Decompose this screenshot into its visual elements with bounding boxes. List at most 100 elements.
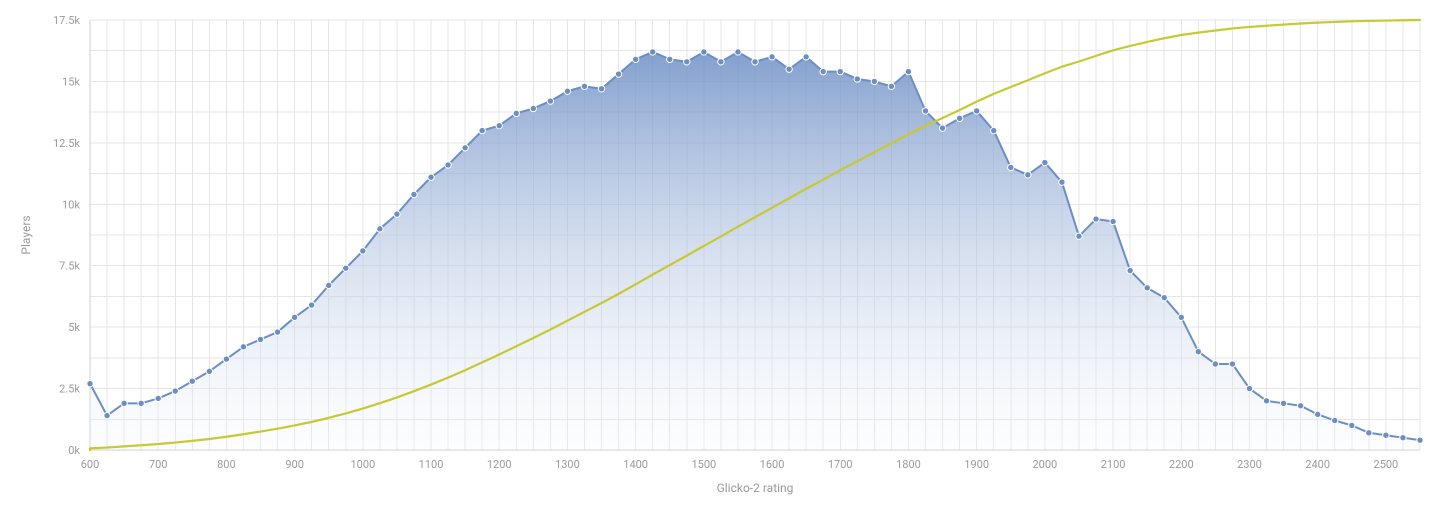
distribution-marker: [564, 88, 570, 94]
distribution-marker: [138, 400, 144, 406]
x-tick-label: 2300: [1237, 458, 1262, 471]
distribution-marker: [1349, 422, 1355, 428]
distribution-marker: [701, 49, 707, 55]
distribution-marker: [888, 83, 894, 89]
y-tick-label: 17.5k: [53, 14, 80, 27]
distribution-marker: [1025, 172, 1031, 178]
distribution-marker: [1246, 385, 1252, 391]
x-tick-label: 900: [285, 458, 304, 471]
distribution-marker: [172, 388, 178, 394]
distribution-marker: [257, 336, 263, 342]
distribution-marker: [240, 344, 246, 350]
x-tick-label: 1400: [623, 458, 648, 471]
distribution-marker: [1076, 233, 1082, 239]
distribution-marker: [649, 49, 655, 55]
distribution-marker: [1161, 294, 1167, 300]
distribution-marker: [479, 127, 485, 133]
distribution-marker: [1110, 218, 1116, 224]
distribution-marker: [462, 145, 468, 151]
distribution-marker: [871, 78, 877, 84]
x-tick-label: 2400: [1305, 458, 1330, 471]
x-axis-title: Glicko-2 rating: [717, 481, 794, 495]
distribution-marker: [905, 68, 911, 74]
rating-distribution-chart: 0k 2.5k 5k 7.5k 10k 12.5k 15k 17.5k 600 700 800 900…: [0, 0, 1429, 514]
distribution-marker: [684, 59, 690, 65]
distribution-marker: [581, 83, 587, 89]
distribution-marker: [206, 368, 212, 374]
y-tick-label: 5k: [68, 321, 80, 334]
distribution-marker: [598, 86, 604, 92]
distribution-marker: [1297, 403, 1303, 409]
y-axis-title: Players: [19, 215, 33, 254]
distribution-marker: [718, 59, 724, 65]
distribution-marker: [820, 68, 826, 74]
distribution-marker: [308, 302, 314, 308]
distribution-marker: [1417, 437, 1423, 443]
y-tick-label: 7.5k: [59, 260, 80, 273]
x-tick-label: 2200: [1169, 458, 1194, 471]
distribution-marker: [189, 378, 195, 384]
distribution-marker: [1042, 159, 1048, 165]
distribution-marker: [377, 226, 383, 232]
distribution-marker: [343, 265, 349, 271]
distribution-marker: [786, 66, 792, 72]
x-tick-label: 2100: [1101, 458, 1126, 471]
distribution-marker: [667, 56, 673, 62]
x-tick-label: 700: [149, 458, 168, 471]
distribution-marker: [530, 105, 536, 111]
distribution-marker: [632, 56, 638, 62]
distribution-marker: [87, 380, 93, 386]
distribution-marker: [1383, 432, 1389, 438]
distribution-marker: [394, 211, 400, 217]
distribution-marker: [991, 127, 997, 133]
distribution-marker: [1127, 267, 1133, 273]
distribution-marker: [547, 98, 553, 104]
distribution-marker: [837, 68, 843, 74]
x-tick-label: 1700: [828, 458, 853, 471]
distribution-marker: [411, 191, 417, 197]
distribution-marker: [223, 356, 229, 362]
distribution-marker: [155, 395, 161, 401]
distribution-marker: [1314, 411, 1320, 417]
x-tick-label: 1800: [896, 458, 921, 471]
distribution-marker: [1280, 400, 1286, 406]
distribution-marker: [274, 329, 280, 335]
distribution-marker: [922, 108, 928, 114]
distribution-marker: [291, 314, 297, 320]
x-tick-label: 1300: [555, 458, 580, 471]
distribution-marker: [121, 400, 127, 406]
x-tick-label: 1100: [419, 458, 444, 471]
distribution-marker: [1178, 314, 1184, 320]
distribution-marker: [803, 54, 809, 60]
x-tick-label: 1500: [691, 458, 716, 471]
distribution-marker: [513, 110, 519, 116]
distribution-marker: [956, 115, 962, 121]
distribution-marker: [1093, 216, 1099, 222]
distribution-marker: [428, 174, 434, 180]
y-tick-label: 2.5k: [59, 383, 80, 396]
distribution-marker: [735, 49, 741, 55]
distribution-marker: [752, 59, 758, 65]
distribution-marker: [769, 54, 775, 60]
x-tick-label: 2500: [1374, 458, 1399, 471]
x-tick-label: 1600: [760, 458, 785, 471]
distribution-marker: [1229, 361, 1235, 367]
distribution-marker: [854, 76, 860, 82]
x-tick-label: 2000: [1033, 458, 1058, 471]
x-tick-label: 1000: [350, 458, 375, 471]
distribution-marker: [104, 412, 110, 418]
distribution-marker: [496, 122, 502, 128]
y-tick-label: 0k: [68, 444, 80, 457]
y-tick-label: 15k: [62, 75, 80, 88]
distribution-marker: [1059, 179, 1065, 185]
distribution-marker: [1400, 435, 1406, 441]
x-tick-label: 800: [217, 458, 236, 471]
y-tick-label: 10k: [62, 198, 80, 211]
distribution-marker: [1332, 417, 1338, 423]
distribution-marker: [1366, 430, 1372, 436]
distribution-marker: [1212, 361, 1218, 367]
x-tick-label: 600: [81, 458, 100, 471]
y-tick-label: 12.5k: [53, 137, 80, 150]
distribution-marker: [1195, 349, 1201, 355]
x-tick-label: 1900: [964, 458, 989, 471]
